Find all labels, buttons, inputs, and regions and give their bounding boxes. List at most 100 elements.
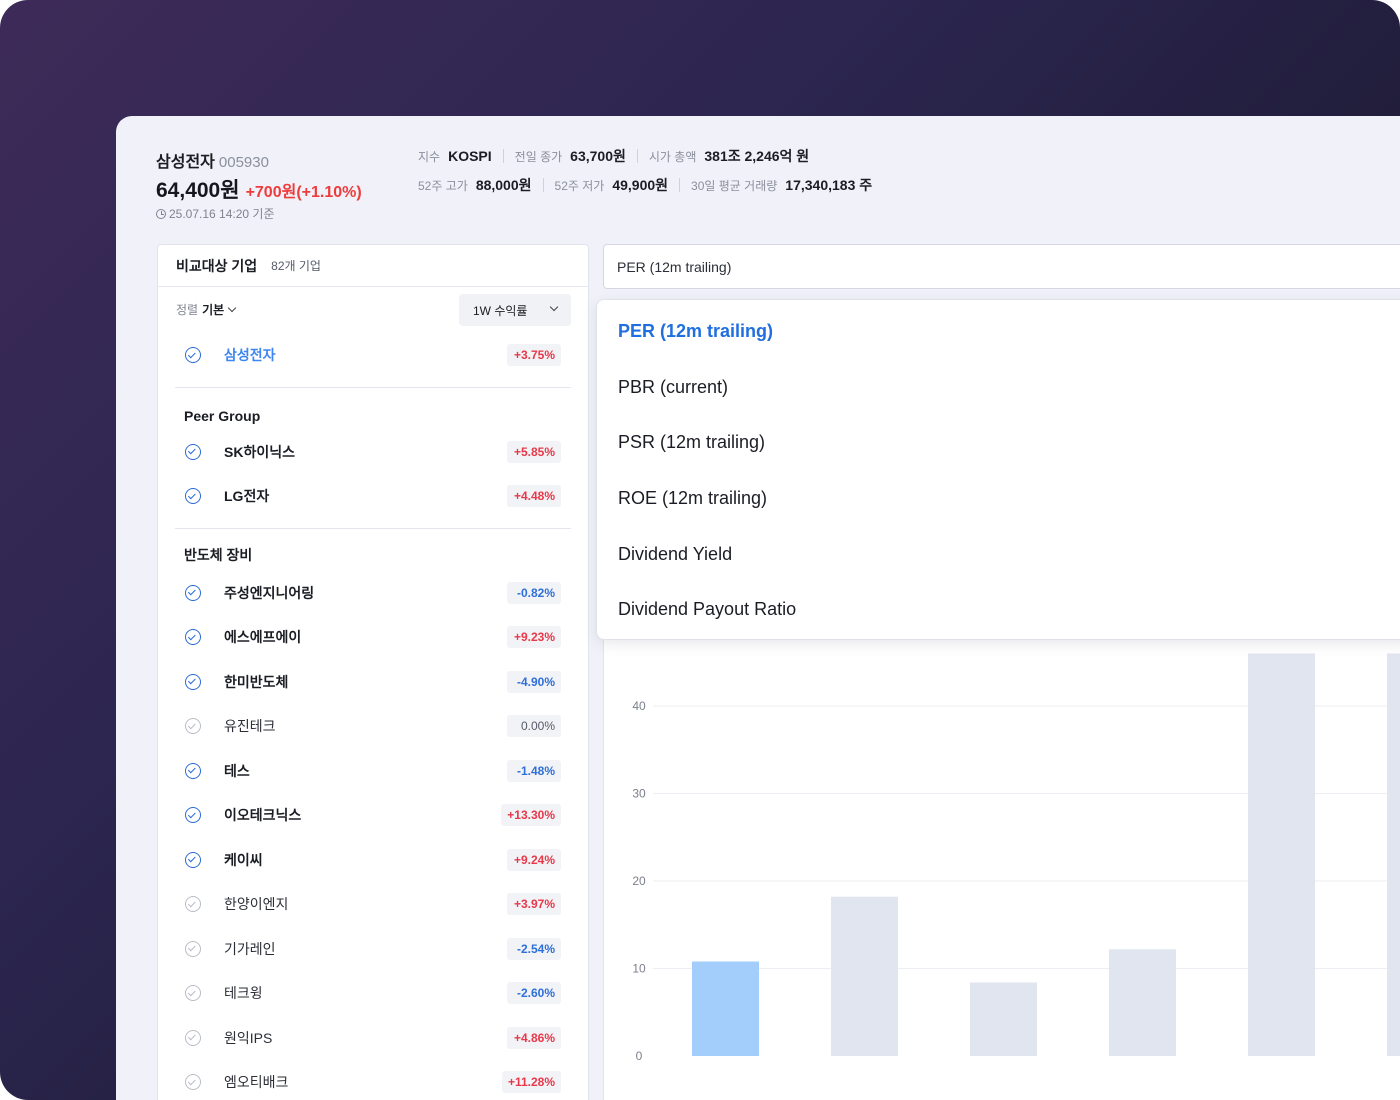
divider xyxy=(175,386,571,388)
check-circle-icon[interactable] xyxy=(185,807,201,824)
company-row[interactable]: 엠오티배크 +11.28% xyxy=(158,1060,588,1100)
as-of-label: 25.07.16 14:20 기준 xyxy=(169,207,275,221)
app-window: 삼성전자 005930 64,400원 +700원(+1.10%) 25.07.16… xyxy=(116,116,1400,1100)
company-row[interactable]: 테스 -1.48% xyxy=(158,749,588,794)
company-name: 에스에프에이 xyxy=(224,629,302,646)
sort-label: 정렬 xyxy=(176,303,199,317)
company-name: 원익IPS xyxy=(224,1029,273,1046)
company-row[interactable]: 주성엔지니어링 -0.82% xyxy=(158,571,588,616)
check-circle-icon[interactable] xyxy=(185,718,201,735)
check-circle-icon[interactable] xyxy=(185,1074,201,1091)
check-circle-icon[interactable] xyxy=(185,940,201,957)
price-change: +700원(+1.10%) xyxy=(245,184,362,201)
return-badge: +4.86% xyxy=(507,1026,561,1049)
bar[interactable] xyxy=(1109,949,1176,1056)
check-circle-icon[interactable] xyxy=(185,584,201,601)
compare-title: 비교대상 기업 xyxy=(176,257,258,274)
stock-title: 삼성전자 005930 xyxy=(156,148,269,172)
stat-52w-high: 52주 고가 88,000원 xyxy=(418,175,532,195)
bar-chart: 0 10 20 30 40 xyxy=(632,653,1400,1063)
company-name: 이오테크닉스 xyxy=(224,807,302,824)
sort-value: 기본 xyxy=(202,303,225,317)
sort-row: 정렬 기본 1W 수익률 xyxy=(158,287,588,333)
company-row[interactable]: 기가레인 -2.54% xyxy=(158,927,588,972)
check-circle-icon[interactable] xyxy=(185,851,201,868)
return-badge: +9.23% xyxy=(507,626,561,649)
company-row[interactable]: 한양이엔지 +3.97% xyxy=(158,882,588,927)
stat-avg-volume: 30일 평균 거래량 17,340,183 주 xyxy=(691,175,872,195)
company-row[interactable]: SK하이닉스 +5.85% xyxy=(158,430,588,475)
company-row[interactable]: 유진테크 0.00% xyxy=(158,704,588,749)
check-circle-icon[interactable] xyxy=(185,985,201,1002)
divider xyxy=(636,149,638,163)
chevron-down-icon xyxy=(227,303,237,313)
metric-dropdown-menu: PER (12m trailing) PBR (current) PSR (12m … xyxy=(596,299,1400,640)
stat-label: 30일 평균 거래량 xyxy=(691,179,778,193)
check-circle-icon[interactable] xyxy=(185,1029,201,1046)
company-name: SK하이닉스 xyxy=(224,443,295,460)
return-badge: +3.97% xyxy=(507,893,561,916)
check-circle-icon[interactable] xyxy=(185,673,201,690)
y-tick-label: 40 xyxy=(632,699,646,713)
y-tick-label: 30 xyxy=(632,787,646,801)
check-circle-icon[interactable] xyxy=(185,896,201,913)
company-name: 기가레인 xyxy=(224,940,276,957)
company-name: 한미반도체 xyxy=(224,673,289,690)
bar[interactable] xyxy=(1387,653,1400,1057)
compare-panel-header: 비교대상 기업 82개 기업 xyxy=(158,245,588,287)
company-row[interactable]: LG전자 +4.48% xyxy=(158,474,588,519)
stat-value: KOSPI xyxy=(448,147,492,164)
company-row[interactable]: 에스에프에이 +9.23% xyxy=(158,615,588,660)
stat-value: 17,340,183 주 xyxy=(785,177,873,193)
price-line: 64,400원 +700원(+1.10%) xyxy=(156,174,362,204)
check-circle-icon[interactable] xyxy=(185,762,201,779)
check-circle-icon[interactable] xyxy=(185,443,201,460)
check-circle-icon[interactable] xyxy=(185,629,201,646)
company-row[interactable]: 원익IPS +4.86% xyxy=(158,1016,588,1061)
company-name: 테크윙 xyxy=(224,985,263,1002)
company-name: 유진테크 xyxy=(224,718,276,735)
metric-option[interactable]: PSR (12m trailing) xyxy=(618,432,766,453)
return-badge: 0.00% xyxy=(507,715,561,738)
return-badge: +4.48% xyxy=(507,485,561,508)
clock-icon xyxy=(156,208,166,219)
metric-option[interactable]: PER (12m trailing) xyxy=(618,321,774,342)
stats-row-2: 52주 고가 88,000원 52주 저가 49,900원 30일 평균 거래량 17… xyxy=(418,175,872,195)
bar[interactable] xyxy=(831,896,898,1056)
company-row[interactable]: 테크윙 -2.60% xyxy=(158,971,588,1016)
stat-label: 52주 고가 xyxy=(418,179,468,193)
bar[interactable] xyxy=(1248,653,1315,1057)
compare-count: 82개 기업 xyxy=(271,259,321,273)
check-circle-icon[interactable] xyxy=(185,347,201,364)
sort-dropdown[interactable]: 정렬 기본 xyxy=(176,301,237,319)
return-badge: +13.30% xyxy=(501,804,561,827)
y-tick-label: 20 xyxy=(632,874,646,888)
company-row[interactable]: 한미반도체 -4.90% xyxy=(158,660,588,705)
company-row[interactable]: 이오테크닉스 +13.30% xyxy=(158,793,588,838)
divider xyxy=(502,149,504,163)
company-name: LG전자 xyxy=(224,488,270,505)
metric-option[interactable]: Dividend Yield xyxy=(618,543,733,564)
company-name: 엠오티배크 xyxy=(224,1074,289,1091)
metric-option[interactable]: Dividend Payout Ratio xyxy=(618,599,797,620)
divider xyxy=(175,527,571,529)
y-tick-label: 10 xyxy=(632,962,646,976)
as-of-time: 25.07.16 14:20 기준 xyxy=(156,205,275,222)
bar[interactable] xyxy=(970,982,1037,1057)
metric-select[interactable]: PER (12m trailing) xyxy=(603,244,1400,289)
stat-value: 63,700원 xyxy=(570,148,626,164)
return-badge: -4.90% xyxy=(507,670,561,693)
company-row-self[interactable]: 삼성전자 +3.75% xyxy=(158,333,588,378)
check-circle-icon[interactable] xyxy=(185,488,201,505)
company-name: 삼성전자 xyxy=(224,347,276,364)
company-row[interactable]: 케이씨 +9.24% xyxy=(158,838,588,883)
company-name: 케이씨 xyxy=(224,851,263,868)
chevron-down-icon xyxy=(549,302,559,312)
company-name: 한양이엔지 xyxy=(224,896,289,913)
bar-highlight[interactable] xyxy=(692,961,759,1057)
period-select[interactable]: 1W 수익률 xyxy=(459,294,571,326)
metric-option[interactable]: PBR (current) xyxy=(618,376,729,397)
metric-option[interactable]: ROE (12m trailing) xyxy=(618,488,768,509)
divider xyxy=(679,178,681,192)
compare-panel: 비교대상 기업 82개 기업 정렬 기본 1W 수익률 삼성전자 +3.75% P… xyxy=(157,244,589,1100)
